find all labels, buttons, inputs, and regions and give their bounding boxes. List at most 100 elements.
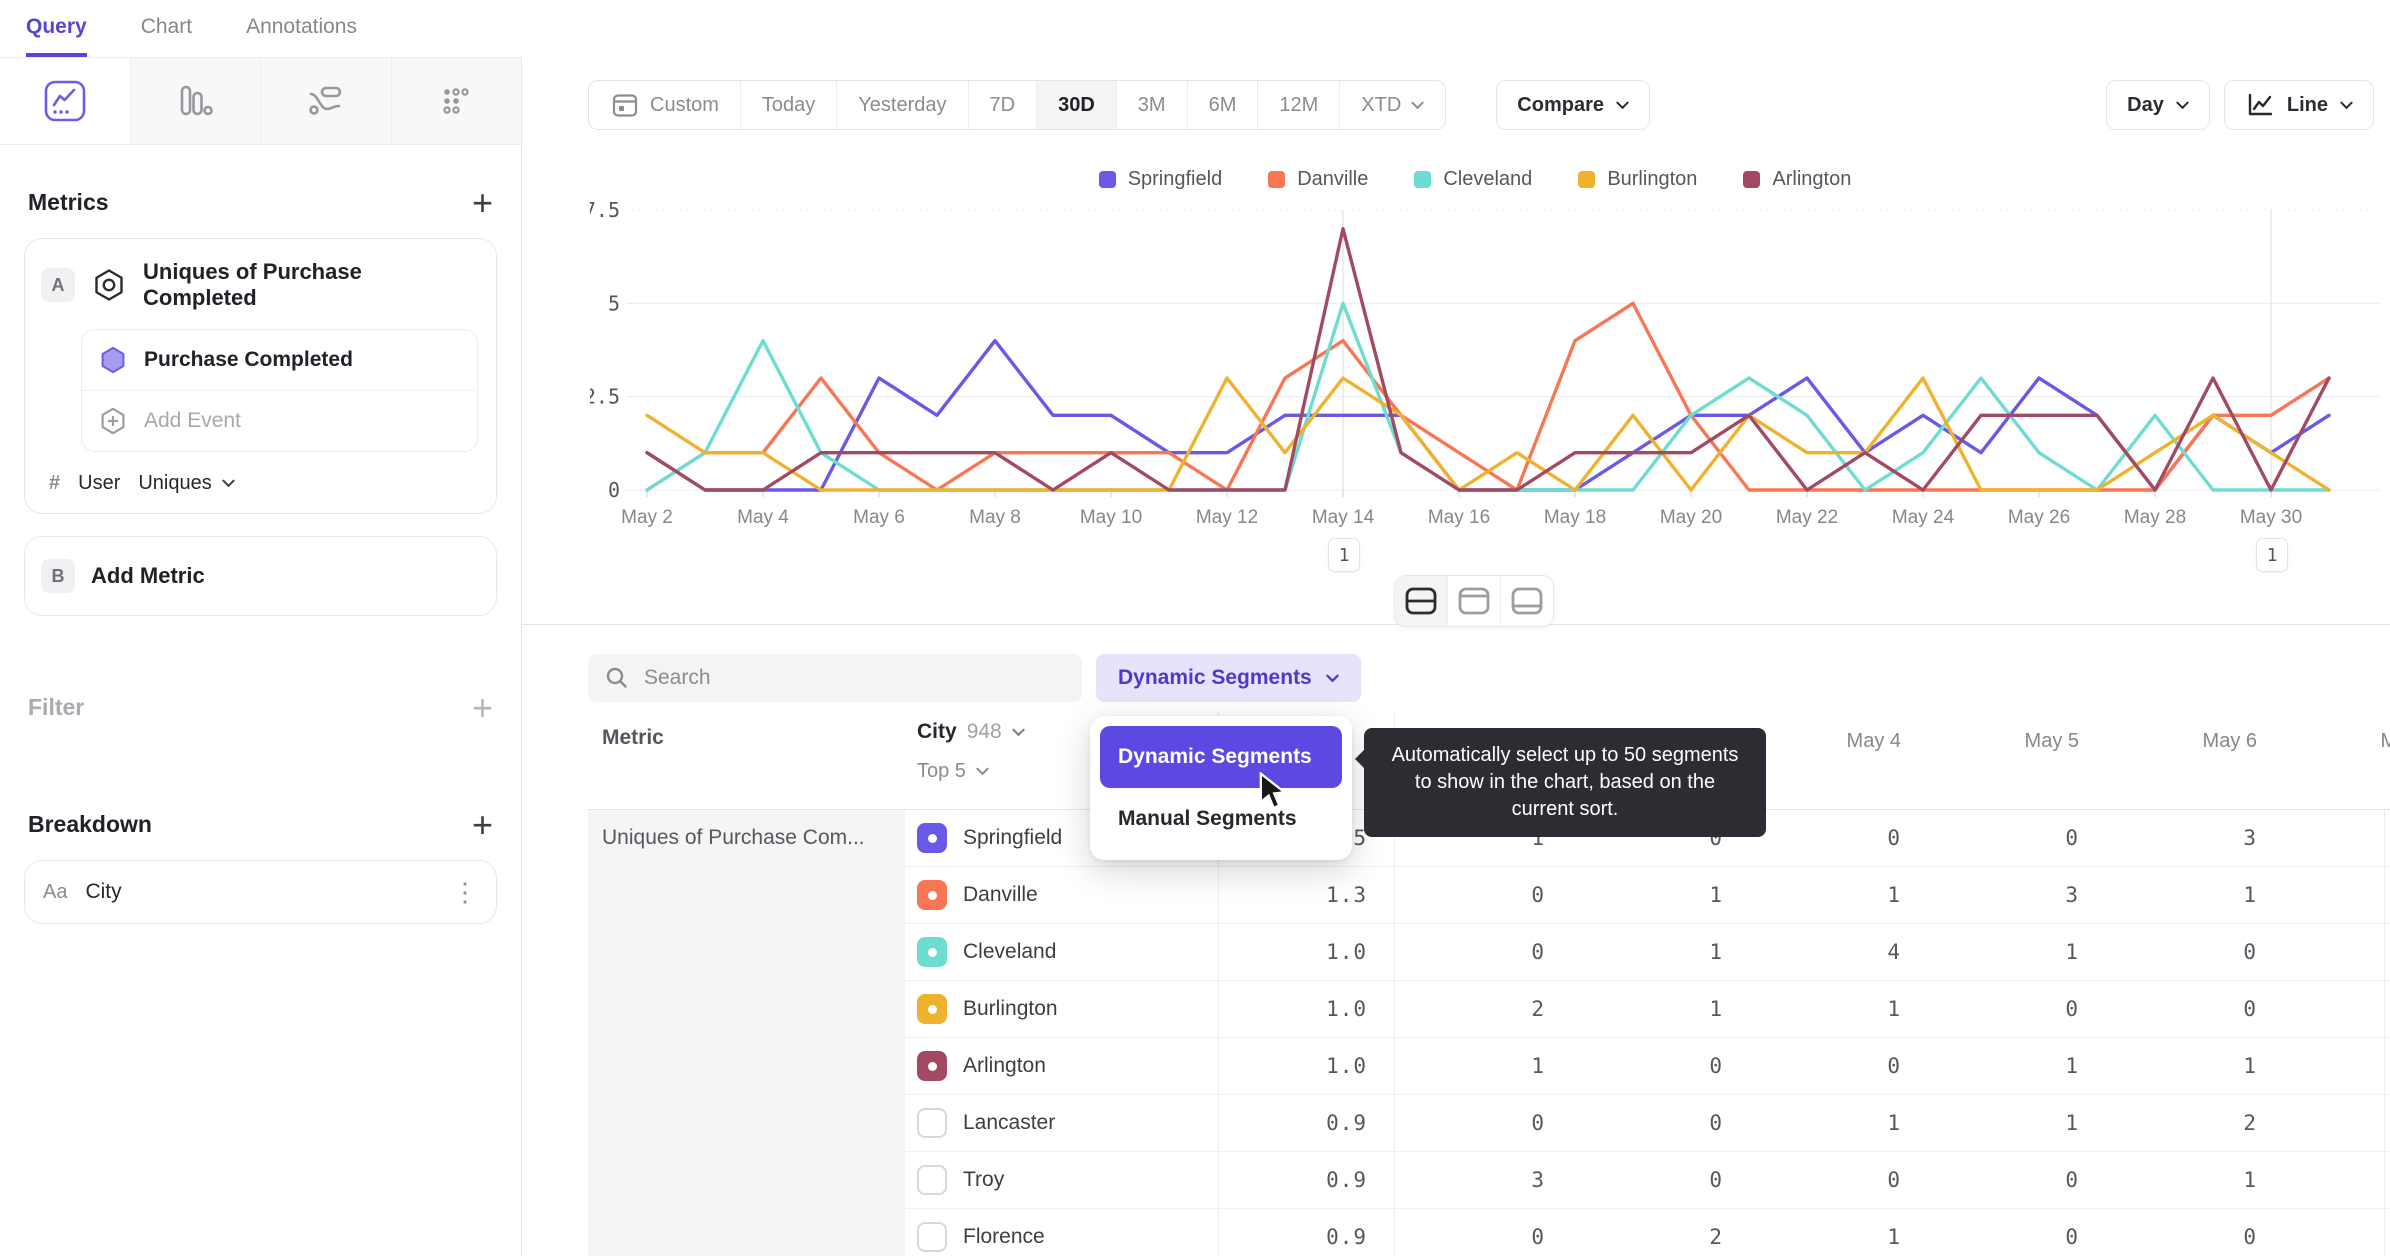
add-breakdown-plus-icon[interactable]: + xyxy=(471,803,493,845)
legend-item-arlington[interactable]: Arlington xyxy=(1743,168,1851,191)
add-metric-card[interactable]: B Add Metric xyxy=(24,536,497,616)
date-range-today[interactable]: Today xyxy=(741,81,838,129)
value-cell: 0 xyxy=(2065,1225,2079,1249)
date-range-12m[interactable]: 12M xyxy=(1258,81,1341,129)
value-cell: 3 xyxy=(2243,826,2257,850)
date-range-6m[interactable]: 6M xyxy=(1188,81,1259,129)
layout-top-panel-button[interactable] xyxy=(1447,576,1500,626)
legend-item-burlington[interactable]: Burlington xyxy=(1578,168,1697,191)
event-list: Purchase Completed Add Event xyxy=(81,329,478,452)
flow-icon xyxy=(306,81,346,121)
value-cell: 0 xyxy=(2065,1168,2079,1192)
chart-type-bar-tab[interactable] xyxy=(131,58,261,144)
breakdown-item-city[interactable]: Aa City ⋮ xyxy=(24,860,497,924)
chart-type-flow-tab[interactable] xyxy=(261,58,392,144)
layout-bottom-panel-button[interactable] xyxy=(1500,576,1553,626)
date-range-label: 7D xyxy=(989,93,1016,116)
segment-checkbox-unchecked[interactable] xyxy=(917,1108,947,1138)
value-cell: 0 xyxy=(2065,997,2079,1021)
column-divider xyxy=(1394,712,1395,1256)
date-range-xtd[interactable]: XTD xyxy=(1340,81,1445,129)
chart-type-scatter-tab[interactable] xyxy=(392,58,522,144)
chevron-down-icon xyxy=(1012,728,1025,736)
value-cell: 4 xyxy=(1887,940,1901,964)
search-input[interactable] xyxy=(642,665,1066,691)
value-cell: 1 xyxy=(2065,1111,2079,1135)
avg-value-cell: 0.9 xyxy=(1326,1225,1367,1249)
avg-value-cell: 0.9 xyxy=(1326,1111,1367,1135)
segment-checkbox-unchecked[interactable] xyxy=(917,1222,947,1252)
segment-cell: Springfield xyxy=(905,823,1218,853)
legend-swatch xyxy=(1098,171,1116,188)
tab-query[interactable]: Query xyxy=(26,15,87,57)
legend-item-danville[interactable]: Danville xyxy=(1268,168,1368,191)
event-hexagon-icon xyxy=(91,267,127,303)
date-range-7d[interactable]: 7D xyxy=(969,81,1038,129)
value-cell: 0 xyxy=(1709,1054,1723,1078)
table-row-lancaster: Lancaster 0.9 0 0 1 1 2 xyxy=(905,1095,2390,1152)
table-row-arlington: Arlington 1.0 1 0 0 1 1 xyxy=(905,1038,2390,1095)
svg-text:May 12: May 12 xyxy=(1196,507,1258,528)
measurement-row[interactable]: # User Uniques xyxy=(49,472,480,495)
legend-label: Cleveland xyxy=(1443,168,1533,190)
tab-annotations[interactable]: Annotations xyxy=(246,15,357,38)
date-range-30d[interactable]: 30D xyxy=(1037,81,1117,129)
metric-a-badge: A xyxy=(41,268,75,302)
menu-item-dynamic-segments[interactable]: Dynamic Segments xyxy=(1100,726,1342,788)
bar-chart-icon xyxy=(175,81,215,121)
compare-button[interactable]: Compare xyxy=(1496,80,1650,130)
segments-mode-button[interactable]: Dynamic Segments xyxy=(1096,654,1361,702)
value-cell: 1 xyxy=(1531,1054,1545,1078)
date-range-custom[interactable]: Custom xyxy=(589,81,741,129)
legend-swatch xyxy=(1578,171,1596,188)
metric-column-header: Metric xyxy=(602,726,664,749)
value-cell: 2 xyxy=(1709,1225,1723,1249)
segment-checkbox-checked[interactable] xyxy=(917,1051,947,1081)
breakdown-heading: Breakdown xyxy=(28,811,152,837)
svg-text:2.5: 2.5 xyxy=(590,385,620,409)
segment-checkbox-unchecked[interactable] xyxy=(917,1165,947,1195)
kebab-menu-icon[interactable]: ⋮ xyxy=(452,877,478,907)
top-n-selector[interactable]: Top 5 xyxy=(917,760,1025,783)
chart-type-line-tab[interactable] xyxy=(0,58,131,144)
date-range-label: 6M xyxy=(1208,93,1237,116)
legend-label: Danville xyxy=(1297,168,1369,190)
tab-chart[interactable]: Chart xyxy=(140,15,193,38)
segment-cell: Florence xyxy=(905,1222,1218,1252)
metric-a-title[interactable]: Uniques of Purchase Completed xyxy=(143,259,362,310)
svg-text:May 30: May 30 xyxy=(2240,507,2302,528)
svg-text:May 26: May 26 xyxy=(2008,507,2070,528)
event-row-purchase-completed[interactable]: Purchase Completed xyxy=(82,330,477,390)
annotation-badge[interactable]: 1 xyxy=(2256,538,2288,572)
value-cell: 0 xyxy=(1531,940,1545,964)
segment-checkbox-checked[interactable] xyxy=(917,937,947,967)
layout-split-horizontal-button[interactable] xyxy=(1395,576,1447,626)
date-range-label: Custom xyxy=(650,93,719,116)
chevron-down-icon xyxy=(1326,674,1339,682)
add-event-row[interactable]: Add Event xyxy=(82,390,477,451)
segment-label: Lancaster xyxy=(963,1111,1056,1134)
add-filter-plus-icon[interactable]: + xyxy=(471,686,493,728)
calendar-icon xyxy=(612,94,638,117)
column-divider xyxy=(1218,712,1219,1256)
value-cell: 1 xyxy=(1887,1111,1901,1135)
segment-checkbox-checked[interactable] xyxy=(917,994,947,1024)
date-range-3m[interactable]: 3M xyxy=(1117,81,1188,129)
menu-item-manual-segments[interactable]: Manual Segments xyxy=(1118,807,1297,830)
add-metric-plus-icon[interactable]: + xyxy=(471,181,493,223)
segment-checkbox-checked[interactable] xyxy=(917,823,947,853)
chevron-down-icon xyxy=(2176,101,2189,109)
date-range-yesterday[interactable]: Yesterday xyxy=(837,81,969,129)
table-row-burlington: Burlington 1.0 2 1 1 0 0 xyxy=(905,981,2390,1038)
line-chart[interactable]: 0 2.5 5 7.5 May 2 May 4 May 6 May 8 May 10 May 12… xyxy=(590,198,2390,540)
segments-mode-dropdown: Dynamic Segments Manual Segments xyxy=(1090,716,1352,860)
granularity-button[interactable]: Day xyxy=(2106,80,2210,130)
annotation-badge[interactable]: 1 xyxy=(1328,538,1360,572)
segment-cell: Lancaster xyxy=(905,1108,1218,1138)
segment-checkbox-checked[interactable] xyxy=(917,880,947,910)
segment-cell: Cleveland xyxy=(905,937,1218,967)
legend-item-cleveland[interactable]: Cleveland xyxy=(1414,168,1532,191)
group-column-header[interactable]: City 948 xyxy=(917,720,1025,744)
chart-style-button[interactable]: Line xyxy=(2223,80,2374,130)
legend-item-springfield[interactable]: Springfield xyxy=(1098,168,1222,191)
